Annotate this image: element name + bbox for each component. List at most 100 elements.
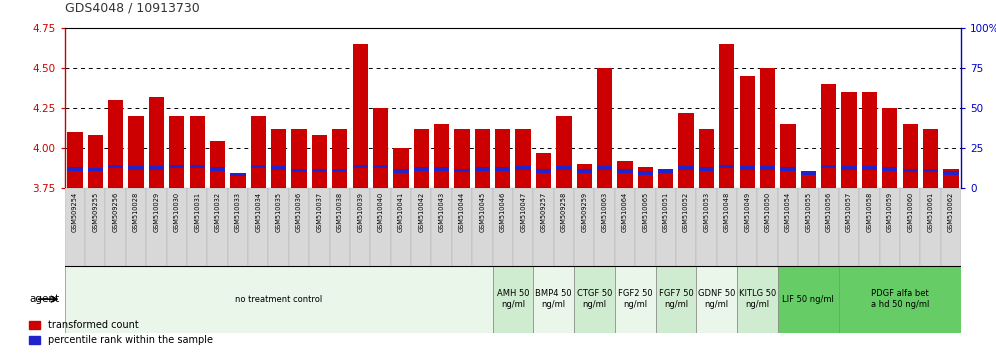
Text: KITLG 50
ng/ml: KITLG 50 ng/ml [739, 290, 776, 309]
Bar [148, 166, 164, 170]
Bar [68, 132, 83, 188]
Bar [454, 169, 470, 172]
Bar [454, 129, 470, 188]
Bar [312, 169, 327, 172]
Text: GSM510043: GSM510043 [438, 192, 444, 232]
Bar [88, 135, 103, 188]
Bar [737, 266, 778, 333]
Bar [330, 188, 350, 266]
Text: no treatment control: no treatment control [235, 295, 323, 304]
Bar [169, 165, 184, 168]
Text: GSM510065: GSM510065 [642, 192, 648, 232]
Bar [778, 188, 798, 266]
Bar [801, 172, 816, 188]
Bar [637, 171, 653, 175]
Bar [778, 266, 839, 333]
Text: GSM510028: GSM510028 [133, 192, 139, 232]
Bar [655, 266, 696, 333]
Text: GSM510030: GSM510030 [173, 192, 180, 232]
Text: GSM509257: GSM509257 [541, 192, 547, 232]
Bar [373, 108, 388, 188]
Bar [292, 169, 307, 172]
Bar [678, 166, 694, 170]
Bar [862, 166, 877, 170]
Bar [350, 188, 371, 266]
Bar [595, 188, 615, 266]
Bar [292, 129, 307, 188]
Bar [678, 113, 694, 188]
Bar [108, 100, 124, 188]
Bar [271, 129, 286, 188]
Text: GDNF 50
ng/ml: GDNF 50 ng/ml [698, 290, 735, 309]
Bar [637, 167, 653, 188]
Bar [146, 188, 166, 266]
Text: GDS4048 / 10913730: GDS4048 / 10913730 [65, 1, 199, 14]
Text: GSM510045: GSM510045 [479, 192, 485, 232]
Bar [210, 167, 225, 171]
Bar [780, 167, 796, 171]
Bar [780, 124, 796, 188]
Bar [207, 188, 228, 266]
Bar [941, 188, 961, 266]
Text: GSM510064: GSM510064 [622, 192, 628, 232]
Bar [230, 177, 246, 188]
Text: GSM510063: GSM510063 [602, 192, 608, 232]
Bar [516, 166, 531, 170]
Bar [68, 167, 83, 171]
Bar [699, 129, 714, 188]
Bar [513, 188, 533, 266]
Text: GSM510034: GSM510034 [255, 192, 261, 232]
Bar [125, 188, 146, 266]
Bar [106, 188, 125, 266]
Text: GSM510057: GSM510057 [846, 192, 853, 232]
Bar [251, 116, 266, 188]
Bar [801, 171, 816, 175]
Bar [839, 188, 860, 266]
Bar [536, 170, 551, 173]
Bar [798, 188, 819, 266]
Text: BMP4 50
ng/ml: BMP4 50 ng/ml [536, 290, 572, 309]
Bar [658, 170, 673, 173]
Bar [923, 129, 938, 188]
Bar [251, 165, 266, 168]
Bar [574, 266, 615, 333]
Text: GSM510055: GSM510055 [806, 192, 812, 232]
Bar [189, 116, 205, 188]
Bar [108, 165, 124, 168]
Text: GSM510035: GSM510035 [276, 192, 282, 232]
Bar [882, 167, 897, 171]
Bar [452, 188, 472, 266]
Bar [85, 188, 106, 266]
Bar [495, 167, 510, 171]
Bar [879, 188, 900, 266]
Text: GSM510039: GSM510039 [358, 192, 364, 232]
Text: GSM510050: GSM510050 [765, 192, 771, 232]
Bar [577, 170, 592, 173]
Bar [312, 135, 327, 188]
Bar [842, 92, 857, 188]
Bar [289, 188, 309, 266]
Bar [128, 116, 143, 188]
Bar [819, 188, 839, 266]
Bar [760, 68, 775, 188]
Bar [128, 166, 143, 170]
Bar [737, 188, 757, 266]
Text: AMH 50
ng/ml: AMH 50 ng/ml [497, 290, 529, 309]
Bar [577, 164, 592, 188]
Bar [65, 188, 85, 266]
Bar [618, 161, 632, 188]
Bar [169, 116, 184, 188]
Bar [353, 44, 368, 188]
Text: GSM510037: GSM510037 [317, 192, 323, 232]
Text: GSM509259: GSM509259 [582, 192, 588, 232]
Bar [332, 169, 348, 172]
Bar [760, 166, 775, 170]
Bar [719, 165, 734, 168]
Bar [717, 188, 737, 266]
Text: GSM510054: GSM510054 [785, 192, 791, 232]
Bar [860, 188, 879, 266]
Bar [658, 172, 673, 188]
Bar [574, 188, 595, 266]
Bar [475, 129, 490, 188]
Text: GSM509255: GSM509255 [93, 192, 99, 232]
